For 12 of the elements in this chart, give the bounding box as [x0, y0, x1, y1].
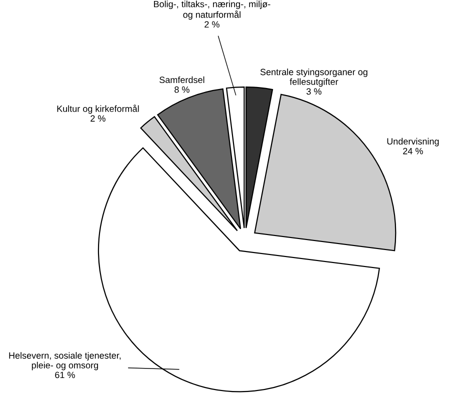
- data-label: 8 %: [174, 86, 190, 93]
- slice-label: Sentrale styingsorganer og fellesutgifter: [260, 68, 368, 87]
- data-label: 2 %: [204, 21, 220, 28]
- data-label: 61 %: [55, 372, 75, 378]
- data-label: 2 %: [90, 115, 106, 122]
- slice-label: Undervisning: [387, 138, 439, 146]
- slice-label: Bolig-, tiltaks-, næring-, miljø- og naturformål: [154, 0, 270, 20]
- slice-label: Helsevern, sosiale tjenester, pleie- og omsorg: [9, 352, 121, 370]
- data-label: 24 %: [403, 148, 423, 154]
- slice-label: Kultur og kirkeformål: [57, 104, 139, 114]
- data-label: 3 %: [306, 88, 322, 95]
- slice-label: Samferdsel: [160, 76, 204, 84]
